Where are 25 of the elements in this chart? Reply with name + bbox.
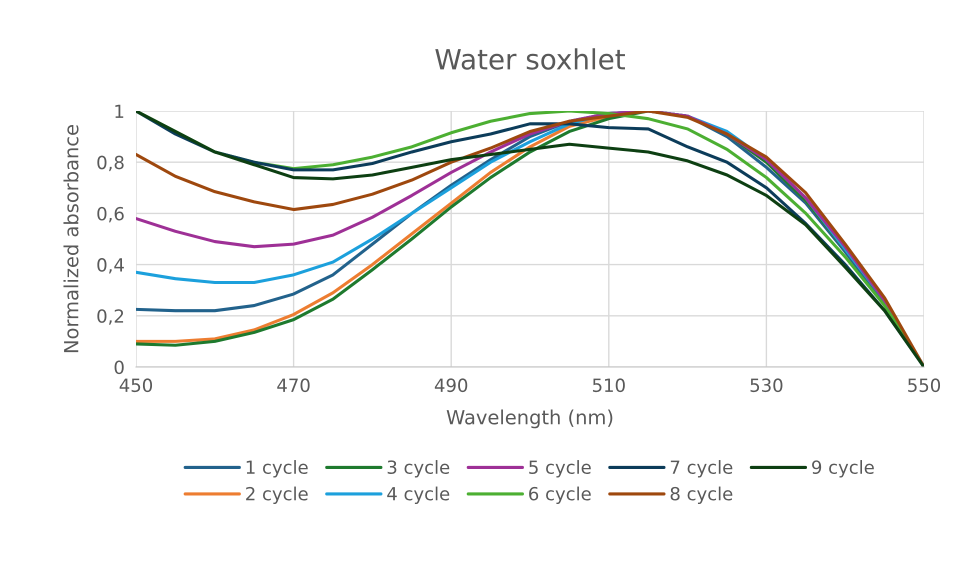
legend-label: 4 cycle	[387, 486, 450, 504]
legend-label: 8 cycle	[670, 486, 732, 504]
legend-label: 1 cycle	[246, 460, 308, 478]
chart-title: Water soxhlet	[435, 48, 625, 70]
x-tick-label: 450	[120, 378, 152, 392]
x-tick-label: 490	[434, 378, 468, 392]
y-tick-label: 0,6	[97, 206, 124, 222]
legend-label: 3 cycle	[388, 460, 450, 478]
x-tick-label: 550	[908, 378, 940, 392]
y-axis-title: Normalized absorbance	[63, 125, 79, 352]
legend-label: 9 cycle	[812, 460, 874, 478]
y-tick-label: 0,2	[97, 309, 124, 325]
line-series	[136, 111, 924, 367]
y-tick-label: 0	[114, 360, 124, 374]
legend-label: 5 cycle	[529, 460, 591, 478]
y-tick-label: 0,8	[97, 156, 124, 172]
x-axis-title: Wavelength (nm)	[446, 409, 612, 428]
legend-label: 6 cycle	[529, 486, 591, 504]
legend-label: 7 cycle	[670, 460, 732, 478]
y-tick-label: 0,4	[97, 258, 124, 274]
x-tick-label: 470	[277, 378, 310, 392]
y-tick-label: 1	[115, 104, 124, 118]
x-tick-label: 530	[750, 378, 782, 392]
x-tick-label: 510	[592, 378, 625, 392]
legend-label: 2 cycle	[246, 486, 308, 504]
